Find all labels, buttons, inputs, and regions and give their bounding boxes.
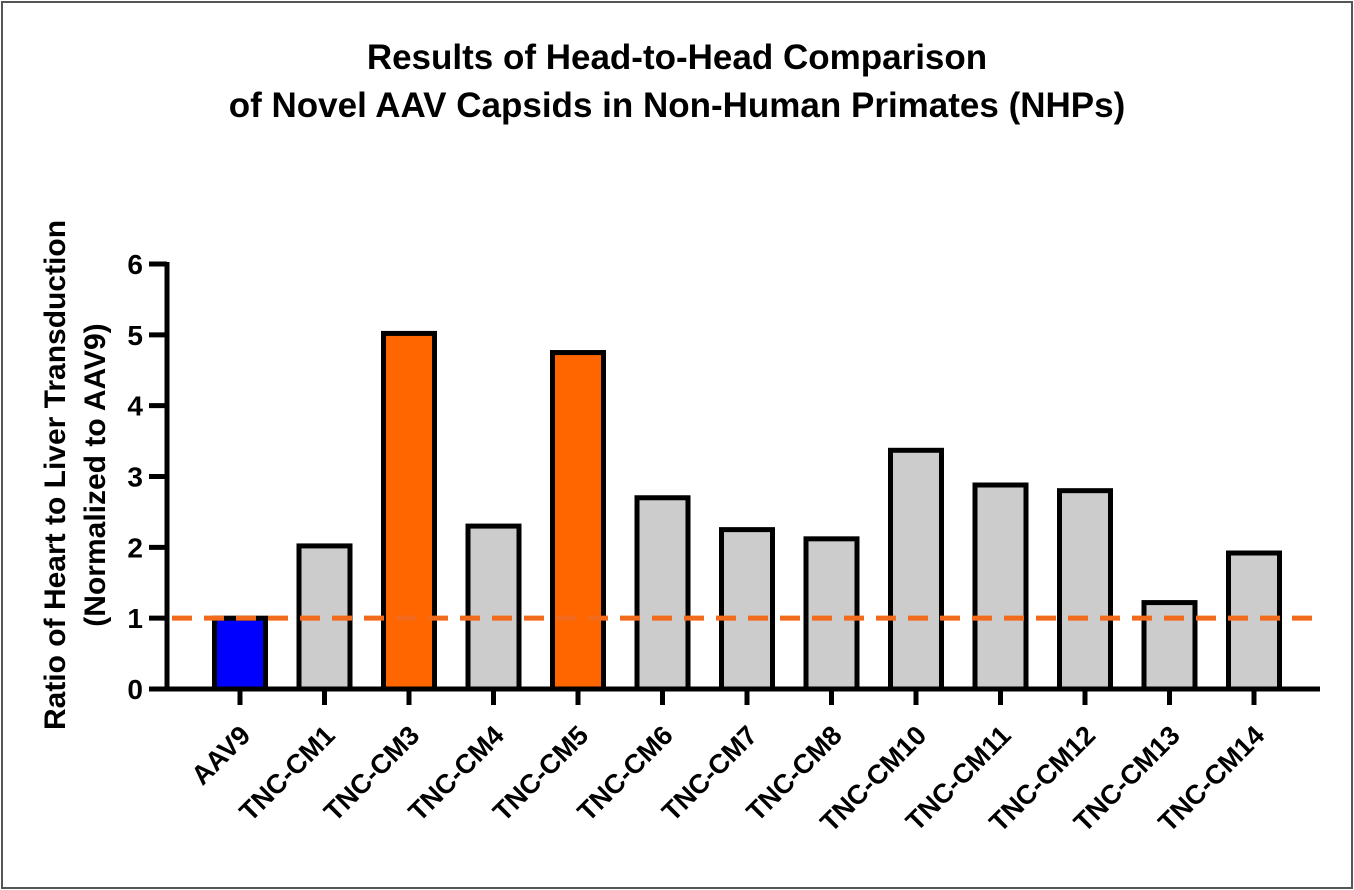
bar-tnc-cm6 — [634, 495, 691, 692]
y-tick-label: 4 — [127, 391, 143, 422]
bar-tnc-cm7 — [719, 527, 775, 692]
bar-tnc-cm14 — [1226, 550, 1282, 692]
chart-title-line-1: Results of Head-to-Head Comparison — [366, 38, 988, 77]
y-tick-label: 6 — [127, 249, 143, 280]
bar-tnc-cm8 — [803, 536, 860, 692]
y-tick-label: 2 — [127, 532, 143, 563]
bar-tnc-cm4 — [465, 523, 522, 692]
bar-tnc-cm10 — [888, 447, 944, 692]
y-tick-label: 1 — [127, 603, 143, 634]
y-tick-label: 5 — [127, 320, 143, 351]
bar-tnc-cm13 — [1141, 600, 1198, 692]
y-tick-label: 0 — [127, 674, 143, 705]
bar-tnc-cm5 — [550, 350, 606, 692]
x-tick-label-aav9: AAV9 — [186, 720, 257, 791]
bar-aav9 — [212, 615, 268, 692]
y-tick-label: 3 — [127, 462, 143, 493]
bar-tnc-cm11 — [972, 482, 1029, 692]
chart-title-line-2: of Novel AAV Capsids in Non-Human Primat… — [228, 86, 1126, 125]
bar-tnc-cm12 — [1057, 488, 1113, 692]
bar-tnc-cm3 — [381, 330, 437, 692]
